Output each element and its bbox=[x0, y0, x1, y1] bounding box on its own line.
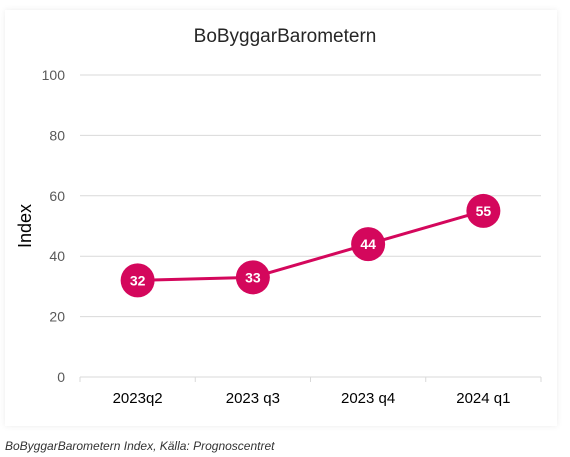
x-tick-label: 2023q2 bbox=[113, 390, 163, 407]
chart-caption: BoByggarBarometern Index, Källa: Prognos… bbox=[5, 439, 275, 453]
data-point bbox=[351, 227, 386, 262]
x-tick-label: 2023 q4 bbox=[341, 390, 395, 407]
data-point bbox=[466, 193, 501, 228]
chart-title: BoByggarBarometern bbox=[194, 26, 377, 47]
data-label: 55 bbox=[476, 203, 492, 219]
y-axis-label: Index bbox=[15, 204, 35, 248]
data-label: 44 bbox=[360, 236, 376, 252]
y-tick-label: 100 bbox=[42, 67, 66, 83]
y-tick-label: 40 bbox=[49, 248, 65, 264]
x-tick-label: 2024 q1 bbox=[456, 390, 510, 407]
y-tick-label: 0 bbox=[57, 369, 65, 385]
chart-frame bbox=[5, 10, 557, 426]
y-tick-label: 20 bbox=[49, 309, 65, 325]
data-label: 33 bbox=[245, 269, 261, 285]
x-tick-label: 2023 q3 bbox=[226, 390, 280, 407]
data-point bbox=[120, 263, 155, 298]
line-chart: BoByggarBarometern Index 0 20 40 60 80 100 2023q… bbox=[15, 26, 542, 407]
y-tick-label: 60 bbox=[49, 188, 65, 204]
series-line bbox=[137, 209, 484, 282]
data-point bbox=[235, 260, 270, 295]
y-tick-label: 80 bbox=[49, 127, 65, 143]
data-label: 32 bbox=[130, 272, 146, 288]
